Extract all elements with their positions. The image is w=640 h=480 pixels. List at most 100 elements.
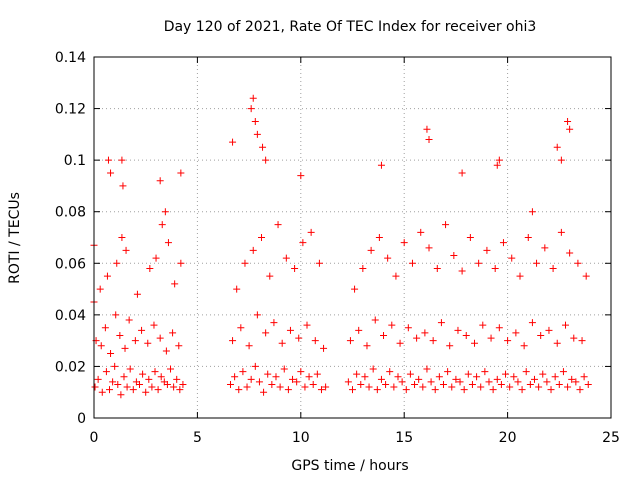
data-point bbox=[262, 329, 270, 337]
data-point bbox=[553, 143, 561, 151]
data-point bbox=[179, 380, 187, 388]
data-point bbox=[148, 383, 156, 391]
data-point bbox=[493, 375, 501, 383]
data-point bbox=[510, 373, 518, 381]
data-point bbox=[400, 239, 408, 247]
data-point bbox=[251, 117, 259, 125]
data-point bbox=[446, 342, 454, 350]
data-point bbox=[408, 259, 416, 267]
data-point bbox=[458, 267, 466, 275]
data-point bbox=[278, 339, 286, 347]
data-point bbox=[535, 383, 543, 391]
data-point bbox=[423, 125, 431, 133]
data-point bbox=[584, 380, 592, 388]
data-point bbox=[522, 368, 530, 376]
data-point bbox=[260, 388, 268, 396]
data-point bbox=[528, 208, 536, 216]
data-point bbox=[580, 373, 588, 381]
data-point bbox=[568, 375, 576, 383]
y-tick-label: 0.14 bbox=[55, 50, 86, 66]
data-point bbox=[553, 339, 561, 347]
data-point bbox=[169, 329, 177, 337]
data-point bbox=[367, 246, 375, 254]
data-point bbox=[454, 326, 462, 334]
y-tick-label: 0.12 bbox=[55, 102, 86, 118]
data-point bbox=[245, 342, 253, 350]
data-point bbox=[145, 375, 153, 383]
data-point bbox=[247, 105, 255, 113]
data-point bbox=[489, 386, 497, 394]
data-point bbox=[150, 321, 158, 329]
data-point bbox=[564, 383, 572, 391]
data-point bbox=[502, 370, 510, 378]
data-point bbox=[365, 383, 373, 391]
data-point bbox=[541, 244, 549, 252]
data-point bbox=[262, 156, 270, 164]
data-point bbox=[390, 383, 398, 391]
data-point bbox=[369, 365, 377, 373]
data-point bbox=[114, 380, 122, 388]
data-point bbox=[344, 378, 352, 386]
data-point bbox=[396, 339, 404, 347]
data-point bbox=[380, 331, 388, 339]
data-point bbox=[322, 383, 330, 391]
data-point bbox=[241, 259, 249, 267]
data-point bbox=[562, 321, 570, 329]
data-point bbox=[417, 228, 425, 236]
data-point bbox=[142, 388, 150, 396]
data-point bbox=[539, 370, 547, 378]
data-point bbox=[458, 169, 466, 177]
data-point bbox=[398, 378, 406, 386]
data-point bbox=[574, 259, 582, 267]
data-point bbox=[572, 378, 580, 386]
data-point bbox=[91, 383, 99, 391]
data-point bbox=[102, 368, 110, 376]
data-point bbox=[429, 337, 437, 345]
data-point bbox=[514, 378, 522, 386]
data-point bbox=[437, 319, 445, 327]
data-point bbox=[508, 254, 516, 262]
data-point bbox=[533, 259, 541, 267]
data-point bbox=[305, 373, 313, 381]
data-point bbox=[164, 239, 172, 247]
data-point bbox=[549, 264, 557, 272]
data-point bbox=[479, 321, 487, 329]
data-point bbox=[555, 380, 563, 388]
data-point bbox=[152, 254, 160, 262]
data-point bbox=[317, 386, 325, 394]
data-point bbox=[299, 239, 307, 247]
data-point bbox=[293, 378, 301, 386]
data-point bbox=[307, 228, 315, 236]
data-point bbox=[435, 373, 443, 381]
data-point bbox=[171, 280, 179, 288]
data-point bbox=[167, 365, 175, 373]
data-point bbox=[120, 373, 128, 381]
data-point bbox=[297, 172, 305, 180]
data-point bbox=[481, 368, 489, 376]
data-point bbox=[483, 246, 491, 254]
y-tick-label: 0.06 bbox=[55, 256, 86, 272]
y-tick-label: 0.02 bbox=[55, 359, 86, 375]
data-point bbox=[373, 386, 381, 394]
data-point bbox=[146, 264, 154, 272]
data-point bbox=[353, 370, 361, 378]
data-point bbox=[243, 383, 251, 391]
data-point bbox=[274, 221, 282, 229]
data-point bbox=[175, 342, 183, 350]
data-point bbox=[355, 326, 363, 334]
y-tick-label: 0.04 bbox=[55, 308, 86, 324]
data-point bbox=[506, 383, 514, 391]
data-point bbox=[442, 221, 450, 229]
x-tick-label: 0 bbox=[90, 430, 99, 446]
data-point bbox=[237, 324, 245, 332]
data-point bbox=[375, 234, 383, 241]
data-point bbox=[229, 138, 237, 146]
data-point bbox=[320, 344, 328, 352]
data-point bbox=[384, 254, 392, 262]
plot-frame bbox=[93, 56, 612, 419]
data-point bbox=[363, 342, 371, 350]
data-point bbox=[559, 368, 567, 376]
data-point bbox=[266, 272, 274, 280]
data-point bbox=[135, 380, 143, 388]
data-point bbox=[249, 94, 257, 102]
